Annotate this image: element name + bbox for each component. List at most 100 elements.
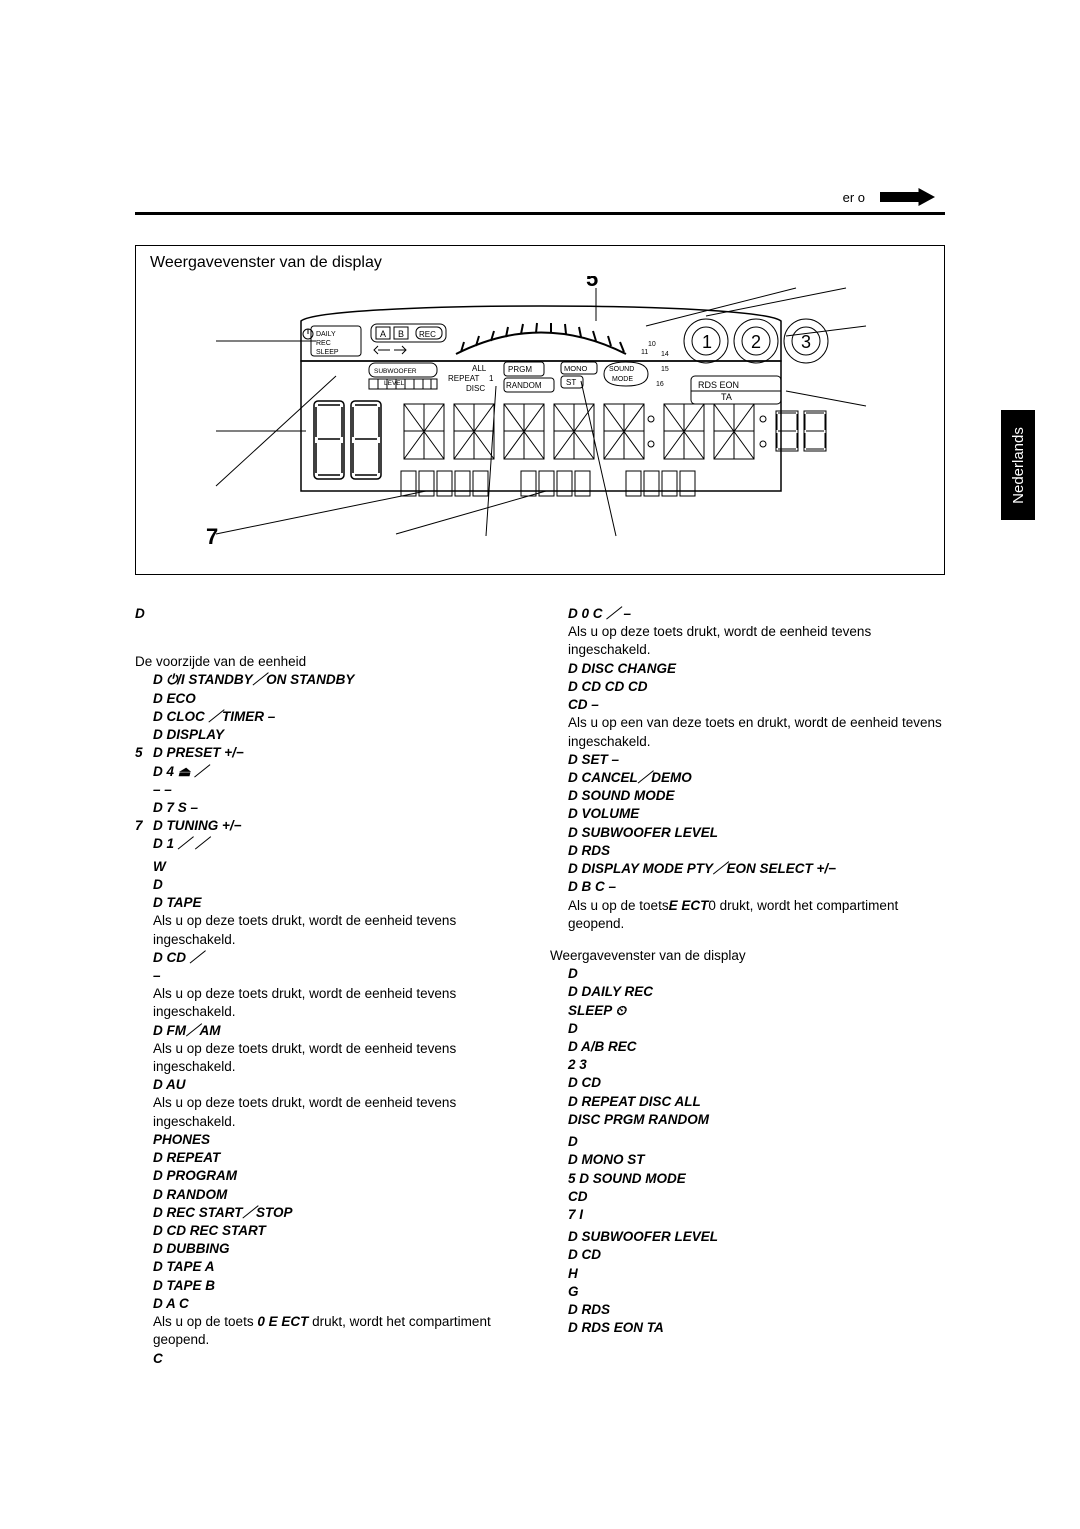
right-column: D 0 C ／ – Als u op deze toets drukt, wor… [550,605,945,1368]
svg-text:RANDOM: RANDOM [506,381,542,390]
item: PHONES [135,1131,530,1149]
display-diagram-frame: Weergavevenster van de display DAILY REC… [135,245,945,575]
item: D [550,1020,945,1038]
svg-text:ALL: ALL [472,364,487,373]
language-tab-label: Nederlands [1010,427,1027,504]
item: – – [135,781,530,799]
item: D A C [135,1295,530,1313]
item: D TUNING +/− [153,817,242,835]
item: W [135,858,530,876]
item: D ECO [135,690,530,708]
note: Als u op deze toets drukt, wordt de eenh… [135,1040,530,1076]
svg-text:14: 14 [661,351,669,358]
t: Als u op de toets [568,898,669,913]
svg-text:MONO: MONO [564,364,587,373]
item: 2 3 [550,1056,945,1074]
svg-text:SOUND: SOUND [609,366,634,373]
item: – [135,967,530,985]
continued-arrow-icon [880,188,935,206]
section-letter: D [135,605,530,623]
header-rule [135,212,945,215]
svg-text:DISC: DISC [466,384,485,393]
item: 7 I [550,1206,945,1224]
svg-text:DAILY: DAILY [316,331,336,338]
note: Als u op deze toets drukt, wordt de eenh… [135,912,530,948]
svg-text:10: 10 [648,341,656,348]
item: D CD [550,1074,945,1092]
item: D [550,1133,945,1151]
item: D [550,965,945,983]
item: D A/B REC [550,1038,945,1056]
item: D CANCEL／DEMO [550,769,945,787]
svg-text:PRGM: PRGM [508,365,532,374]
t: 0 E ECT [257,1314,308,1329]
t: 0 [708,898,716,913]
item: D TAPE B [135,1277,530,1295]
svg-text:16: 16 [656,381,664,388]
svg-text:REC: REC [419,330,436,339]
item: D RDS EON TA [550,1319,945,1337]
item: D CD [550,1246,945,1264]
item: D CD ／ [135,949,530,967]
front-panel-intro: De voorzijde van de eenheid [135,653,530,671]
item: CD [550,1188,945,1206]
note: Als u op een van deze toets en drukt, wo… [550,714,945,750]
item: D CD CD CD [550,678,945,696]
note: Als u op deze toets drukt, wordt de eenh… [135,1094,530,1130]
item: D SET – [550,751,945,769]
svg-text:ST: ST [566,378,576,387]
item: DISC PRGM RANDOM [550,1111,945,1129]
svg-text:11: 11 [641,349,648,356]
language-tab: Nederlands [1001,410,1035,520]
svg-text:3: 3 [801,332,811,352]
ref-5: 5 [135,744,153,762]
item: D RANDOM [135,1186,530,1204]
item: D DISC CHANGE [550,660,945,678]
item: D REPEAT [135,1149,530,1167]
svg-text:REPEAT: REPEAT [448,374,480,383]
note: Als u op deze toets drukt, wordt de eenh… [135,985,530,1021]
t: Als u op de toets [153,1314,254,1329]
item: D PROGRAM [135,1167,530,1185]
item: G [550,1283,945,1301]
item: D RDS [550,842,945,860]
item: D REC START／STOP [135,1204,530,1222]
item: D [135,876,530,894]
item: D SUBWOOFER LEVEL [550,1228,945,1246]
svg-text:5: 5 [586,276,598,291]
description-columns: D De voorzijde van de eenheid D ⏻/I STAN… [135,605,945,1368]
item: D FM／AM [135,1022,530,1040]
svg-text:B: B [398,329,404,339]
item: D ⏻/I STANDBY／ON STANDBY [135,671,530,689]
display-diagram: DAILY REC SLEEP A B REC [146,276,936,566]
item: D REPEAT DISC ALL [550,1093,945,1111]
item: C [135,1350,530,1368]
item: D DAILY REC [550,983,945,1001]
diagram-title: Weergavevenster van de display [150,254,382,272]
svg-text:1: 1 [489,374,494,383]
item: SLEEP ⏲ [550,1002,945,1020]
svg-text:7: 7 [206,524,218,549]
item: D PRESET +/− [153,744,244,762]
item: D VOLUME [550,805,945,823]
item: D AU [135,1076,530,1094]
t: E ECT [669,898,709,913]
item: 5 D SOUND MODE [550,1170,945,1188]
display-subtitle: Weergavevenster van de display [550,947,945,965]
item: H [550,1265,945,1283]
item: D TAPE A [135,1258,530,1276]
item: D RDS [550,1301,945,1319]
item: D CLOC ／TIMER – [135,708,530,726]
svg-text:A: A [380,329,386,339]
svg-text:2: 2 [751,332,761,352]
item: D DISPLAY [135,726,530,744]
item: D TAPE [135,894,530,912]
item: D 4 ⏏ ／ [135,763,530,781]
left-column: D De voorzijde van de eenheid D ⏻/I STAN… [135,605,530,1368]
svg-text:RDS EON: RDS EON [698,380,739,390]
item: D 0 C ／ – [550,605,945,623]
ref-7: 7 [135,817,153,835]
item: D 7 S – [135,799,530,817]
item: D CD REC START [135,1222,530,1240]
svg-text:MODE: MODE [612,376,633,383]
